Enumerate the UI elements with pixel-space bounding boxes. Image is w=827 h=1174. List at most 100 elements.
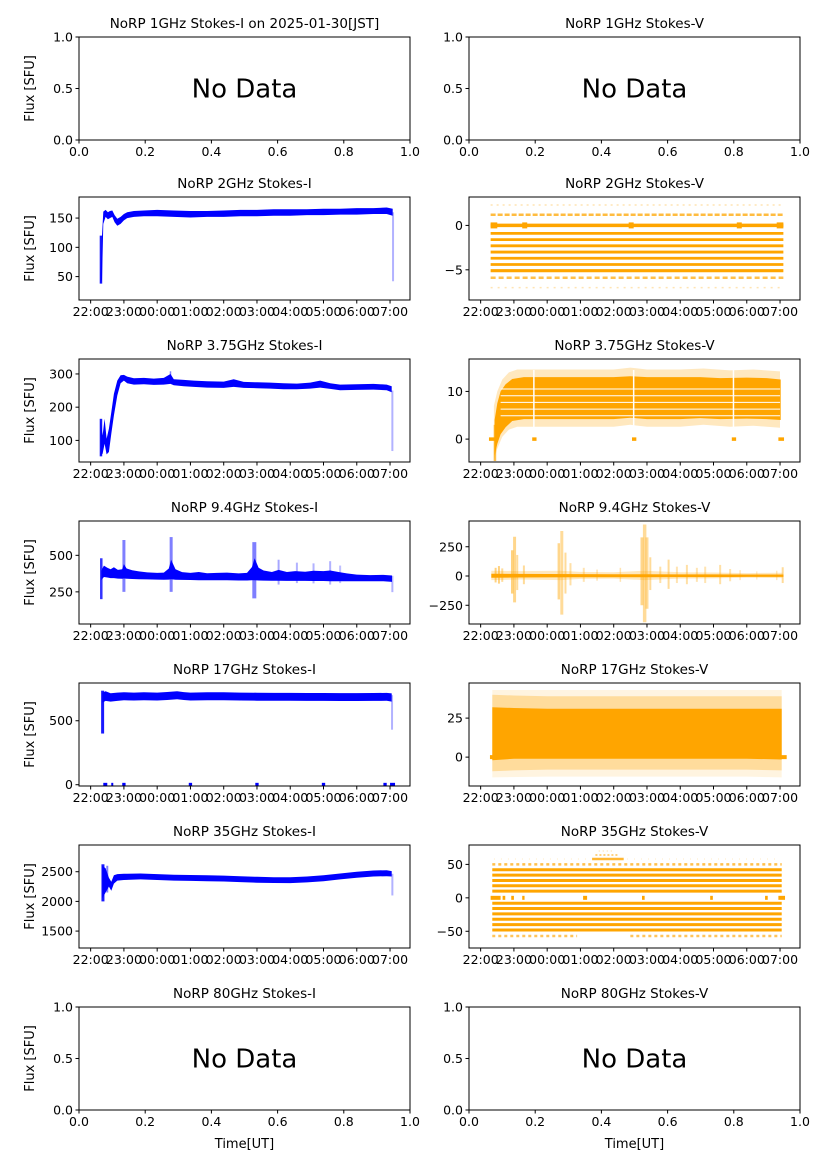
y-tick-label: 250 (439, 539, 463, 554)
y-tick-label: 100 (49, 240, 73, 255)
x-tick-label: 23:00 (496, 304, 532, 319)
x-tick-label: 1.0 (400, 144, 420, 159)
x-tick-label: 05:00 (305, 304, 341, 319)
subplot-title: NoRP 3.75GHz Stokes-V (554, 338, 715, 354)
y-tick-label: −50 (437, 924, 463, 939)
x-axis-label: Time[UT] (214, 1137, 274, 1152)
x-tick-label: 01:00 (172, 790, 208, 805)
x-tick-label: 23:00 (496, 628, 532, 643)
x-tick-label: 06:00 (339, 628, 375, 643)
x-tick-label: 06:00 (729, 628, 765, 643)
y-tick-label: 0.5 (443, 81, 463, 96)
x-tick-label: 22:00 (73, 304, 109, 319)
data-band (100, 374, 392, 456)
x-tick-label: 06:00 (729, 304, 765, 319)
x-tick-label: 0.2 (525, 144, 545, 159)
no-data-text: No Data (582, 1045, 688, 1075)
x-tick-label: 03:00 (629, 304, 665, 319)
y-tick-label: 0.5 (443, 1051, 463, 1066)
x-tick-label: 23:00 (106, 466, 142, 481)
axes-box (78, 196, 411, 301)
x-tick-label: 07:00 (762, 952, 798, 967)
y-tick-label: 0.0 (443, 133, 463, 148)
axes-box (78, 844, 411, 949)
x-tick-label: 22:00 (463, 628, 499, 643)
x-tick-label: 0.2 (135, 1114, 155, 1129)
x-tick-label: 04:00 (662, 628, 698, 643)
y-tick-label: 200 (49, 400, 73, 415)
y-tick-label: 500 (49, 713, 73, 728)
data-band (102, 865, 392, 899)
x-tick-label: 04:00 (272, 628, 308, 643)
x-tick-label: 0.6 (268, 1114, 288, 1129)
subplot-title: NoRP 17GHz Stokes-V (561, 662, 709, 678)
subplot-norp-80ghz-stokes-v: 0.0 0.2 0.4 0.6 0.8 1.0 0.0 0.5 1.0 NoRP 80GHz St… (443, 986, 810, 1152)
plot-area (100, 537, 394, 600)
x-tick-label: 22:00 (463, 952, 499, 967)
data-band (492, 707, 782, 761)
y-tick-label: 1.0 (53, 1000, 73, 1015)
y-tick-label: 300 (49, 366, 73, 381)
subplot-norp-2ghz-stokes-i: 22:0023:0000:0001:0002:0003:0004:0005:00… (23, 176, 411, 319)
x-tick-label: 23:00 (106, 952, 142, 967)
y-tick-label: 100 (49, 433, 73, 448)
plot-area (101, 864, 394, 902)
plot-area (489, 690, 787, 778)
x-tick-label: 01:00 (172, 628, 208, 643)
x-tick-label: 00:00 (139, 304, 175, 319)
x-tick-label: 22:00 (463, 790, 499, 805)
x-tick-label: 03:00 (629, 466, 665, 481)
y-tick-label: −5 (445, 262, 463, 277)
x-tick-label: 01:00 (562, 952, 598, 967)
x-tick-label: 0.8 (724, 1114, 744, 1129)
x-tick-label: 07:00 (372, 952, 408, 967)
x-tick-label: 06:00 (729, 952, 765, 967)
y-axis-label: Flux [SFU] (23, 377, 38, 444)
x-tick-label: 05:00 (305, 952, 341, 967)
x-tick-label: 00:00 (139, 952, 175, 967)
x-tick-label: 00:00 (529, 628, 565, 643)
y-tick-label: 2500 (41, 864, 73, 879)
x-tick-label: 03:00 (239, 628, 275, 643)
x-tick-label: 01:00 (562, 628, 598, 643)
subplot-norp-2ghz-stokes-v: 22:0023:0000:0001:0002:0003:0004:0005:00… (445, 176, 801, 319)
x-tick-label: 04:00 (662, 790, 698, 805)
y-tick-label: 50 (447, 857, 463, 872)
x-tick-label: 0.6 (658, 1114, 678, 1129)
x-tick-label: 0.0 (69, 144, 89, 159)
y-tick-label: 10 (447, 384, 463, 399)
plot-area (99, 371, 394, 457)
x-tick-label: 06:00 (729, 790, 765, 805)
plot-area (490, 850, 786, 938)
x-tick-label: 03:00 (629, 952, 665, 967)
x-tick-label: 07:00 (762, 304, 798, 319)
x-tick-label: 06:00 (729, 466, 765, 481)
x-tick-label: 0.8 (334, 144, 354, 159)
x-tick-label: 02:00 (206, 952, 242, 967)
x-tick-label: 06:00 (339, 466, 375, 481)
axes-box (468, 520, 801, 625)
x-tick-label: 01:00 (562, 466, 598, 481)
y-tick-label: 0.0 (53, 1103, 73, 1118)
x-tick-label: 05:00 (695, 952, 731, 967)
x-tick-label: 0.2 (135, 144, 155, 159)
x-tick-label: 05:00 (305, 790, 341, 805)
y-tick-label: 0 (455, 750, 463, 765)
y-tick-label: 250 (49, 584, 73, 599)
x-tick-label: 00:00 (139, 628, 175, 643)
x-tick-label: 05:00 (695, 304, 731, 319)
subplot-title: NoRP 17GHz Stokes-I (173, 662, 316, 678)
y-tick-label: 1.0 (443, 1000, 463, 1015)
x-tick-label: 02:00 (596, 628, 632, 643)
x-tick-label: 04:00 (272, 952, 308, 967)
y-tick-label: 0 (455, 432, 463, 447)
x-tick-label: 03:00 (629, 790, 665, 805)
y-axis-label: Flux [SFU] (23, 215, 38, 282)
y-tick-label: 0.0 (53, 133, 73, 148)
data-band (101, 558, 393, 582)
y-tick-label: 150 (49, 211, 73, 226)
x-tick-label: 04:00 (662, 304, 698, 319)
x-tick-label: 00:00 (139, 790, 175, 805)
x-tick-label: 01:00 (562, 304, 598, 319)
x-tick-label: 06:00 (339, 952, 375, 967)
